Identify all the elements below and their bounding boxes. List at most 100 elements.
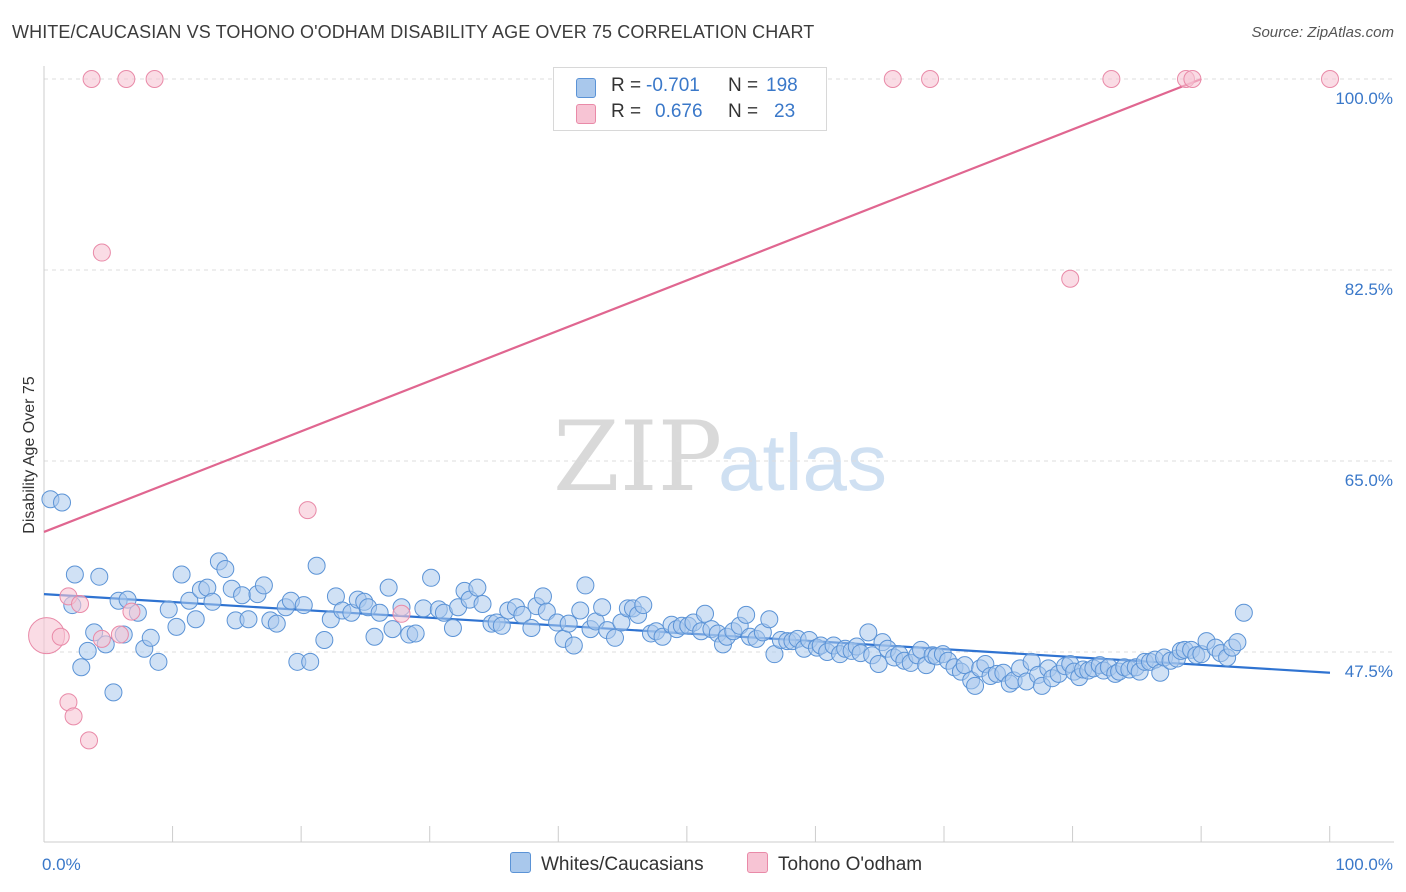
y-tick-label: 82.5% [1345,280,1393,299]
point-tohono [51,627,70,646]
legend-r-value: -0.701 [646,75,700,96]
point-tohono [110,625,129,644]
bottom-legend-label: Tohono O'odham [778,854,923,875]
bottom-legend-label: Whites/Caucasians [541,854,704,875]
point-whites [141,628,160,647]
point-whites [180,591,199,610]
point-whites [696,604,715,623]
chart-title: WHITE/CAUCASIAN VS TOHONO O'ODHAM DISABI… [12,22,815,42]
point-tohono [92,629,111,648]
point-whites [301,652,320,671]
point-whites [233,586,252,605]
point-whites [522,618,541,637]
point-tohono [71,594,90,613]
point-whites [760,610,779,629]
point-whites [513,605,532,624]
point-whites [294,596,313,615]
point-whites [383,620,402,639]
point-tohono [80,731,99,750]
point-whites [315,630,334,649]
point-whites [53,493,72,512]
source-label: Source: ZipAtlas.com [1251,24,1394,41]
point-whites [406,624,425,643]
point-whites [307,556,326,575]
point-whites [216,560,235,579]
point-whites [564,636,583,655]
x-tick-label: 100.0% [1335,855,1393,874]
watermark-zip: ZIP [553,401,722,513]
watermark-atlas: atlas [718,418,887,507]
point-whites [149,652,168,671]
point-whites [172,565,191,584]
legend-r-value: 0.676 [655,101,703,122]
point-tohono [1102,70,1121,88]
correlation-legend: R = -0.701 N = 198 R = 0.676 N = 23 [553,67,827,131]
point-whites [955,656,974,675]
legend-swatch-blue [576,78,596,98]
point-whites [533,587,552,606]
y-tick-label: 100.0% [1335,89,1393,108]
bottom-legend-swatch-pink [747,852,768,873]
point-tohono [1321,70,1339,88]
point-whites [443,618,462,637]
point-whites [379,578,398,597]
point-whites [254,576,273,595]
legend-swatch-pink [576,104,596,124]
point-whites [203,592,222,611]
point-whites [737,605,756,624]
point-whites [653,627,672,646]
point-whites [78,641,97,660]
point-tohono [64,707,83,726]
point-whites [571,601,590,620]
point-whites [65,565,84,584]
point-tohono [1061,269,1080,288]
point-tohono [122,602,141,621]
point-tohono [883,70,902,88]
point-whites [1228,633,1247,652]
point-tohono [1183,70,1202,88]
point-whites [159,600,178,619]
point-whites [422,568,441,587]
point-tohono [145,70,164,88]
point-whites [492,616,511,635]
point-whites [966,676,985,695]
point-tohono [921,70,940,88]
point-tohono [92,243,111,262]
x-tick-label: 0.0% [42,855,81,874]
data-points [28,70,1339,750]
legend-n-value: 23 [774,101,796,122]
point-whites [593,598,612,617]
legend-r-label: R = [611,101,642,122]
tick-labels: 47.5% 65.0% 82.5% 100.0% 0.0% 100.0% [42,89,1393,874]
legend-n-value: 198 [766,75,798,96]
legend-r-label: R = [611,75,642,96]
grid [44,78,1394,653]
point-whites [72,658,91,677]
point-tohono [298,501,317,520]
point-whites [414,599,433,618]
y-axis-label: Disability Age Over 75 [21,376,38,534]
legend-n-label: N = [728,75,759,96]
point-tohono [82,70,101,88]
bottom-legend-swatch-blue [510,852,531,873]
point-whites [634,596,653,615]
point-whites [859,623,878,642]
point-whites [605,628,624,647]
point-whites [239,610,258,629]
point-whites [267,614,286,633]
y-tick-label: 47.5% [1345,662,1393,681]
point-whites [90,567,109,586]
point-whites [104,683,123,702]
axes [43,66,1394,843]
watermark: ZIP atlas [553,401,887,513]
point-whites [468,578,487,597]
point-whites [473,594,492,613]
point-whites [186,610,205,629]
point-whites [167,617,186,636]
point-tohono [392,604,411,623]
point-whites [576,576,595,595]
point-whites [370,603,389,622]
point-whites [869,655,888,674]
bottom-legend-whites: Whites/Caucasians [510,852,704,876]
